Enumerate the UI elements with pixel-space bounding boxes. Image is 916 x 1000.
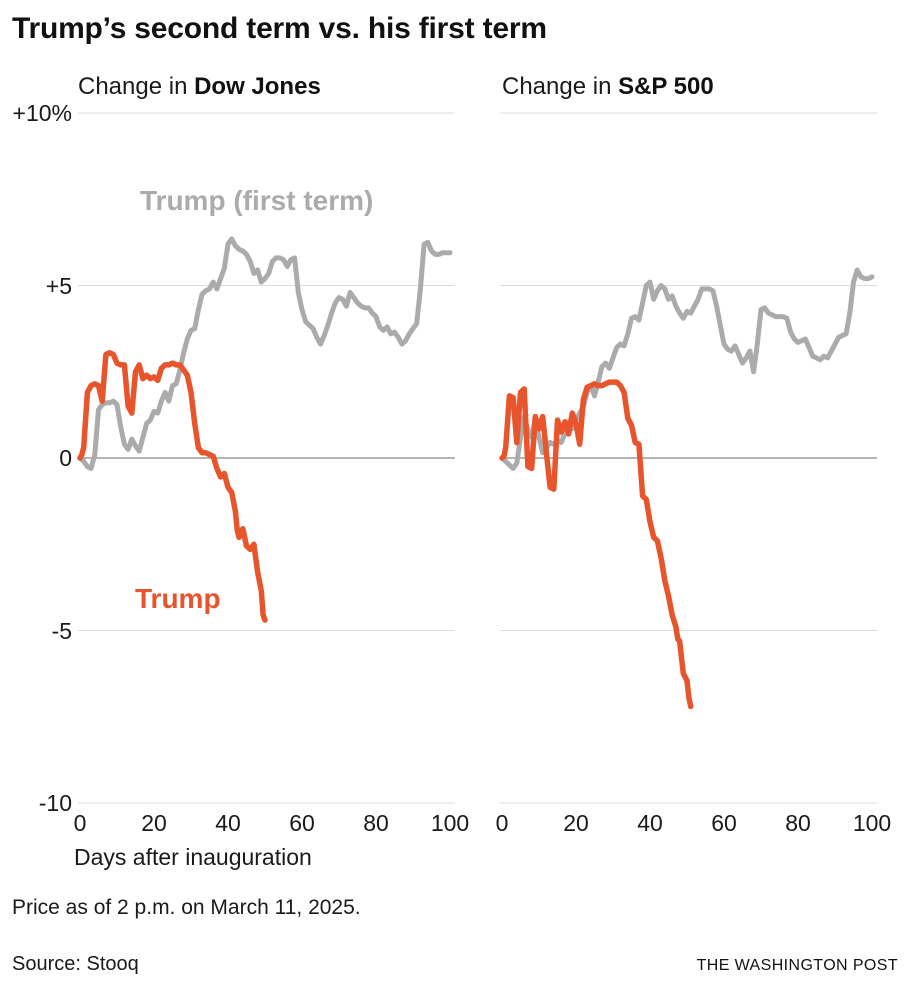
dow-second-term-line [77, 350, 268, 623]
left-chart-subtitle-prefix: Change in [78, 73, 195, 100]
x-tick-label: 60 [289, 810, 315, 836]
second-term-series-label: Trump [135, 583, 221, 614]
x-tick-label: 0 [73, 810, 87, 836]
right-chart-subtitle-prefix: Change in [502, 73, 619, 100]
x-tick-label: 80 [785, 810, 811, 836]
x-tick-label: 20 [563, 810, 589, 836]
publisher-wordmark: THE WASHINGTON POST [696, 957, 898, 974]
sp500-second-term-line [499, 379, 694, 710]
first-term-series-label: Trump (first term) [140, 185, 374, 216]
y-tick-label: +5 [45, 272, 72, 299]
right-chart-subtitle: Change in S&P 500 [502, 73, 714, 101]
source-credit: Source: Stooq [12, 953, 139, 975]
right-chart-subtitle-index: S&P 500 [618, 73, 714, 100]
page-title: Trump’s second term vs. his first term [12, 12, 547, 45]
x-tick-label: 40 [215, 810, 241, 836]
y-tick-label: 0 [59, 445, 72, 471]
x-tick-label: 60 [711, 810, 737, 836]
dow-first-term-line [77, 236, 453, 471]
x-tick-label: 100 [852, 810, 892, 836]
footnote: Price as of 2 p.m. on March 11, 2025. [12, 896, 361, 919]
x-tick-label: 100 [430, 810, 470, 836]
left-chart-subtitle-index: Dow Jones [194, 73, 321, 100]
x-tick-label: 80 [363, 810, 389, 836]
x-axis-title: Days after inauguration [74, 844, 312, 870]
x-tick-label: 0 [495, 810, 509, 836]
y-tick-label: -10 [38, 790, 72, 816]
y-tick-label: +10% [12, 100, 72, 126]
y-tick-label: -5 [51, 617, 72, 644]
x-tick-label: 20 [141, 810, 167, 836]
sp500-first-term-line [499, 267, 875, 471]
x-tick-label: 40 [637, 810, 663, 836]
left-chart-subtitle: Change in Dow Jones [78, 73, 321, 101]
